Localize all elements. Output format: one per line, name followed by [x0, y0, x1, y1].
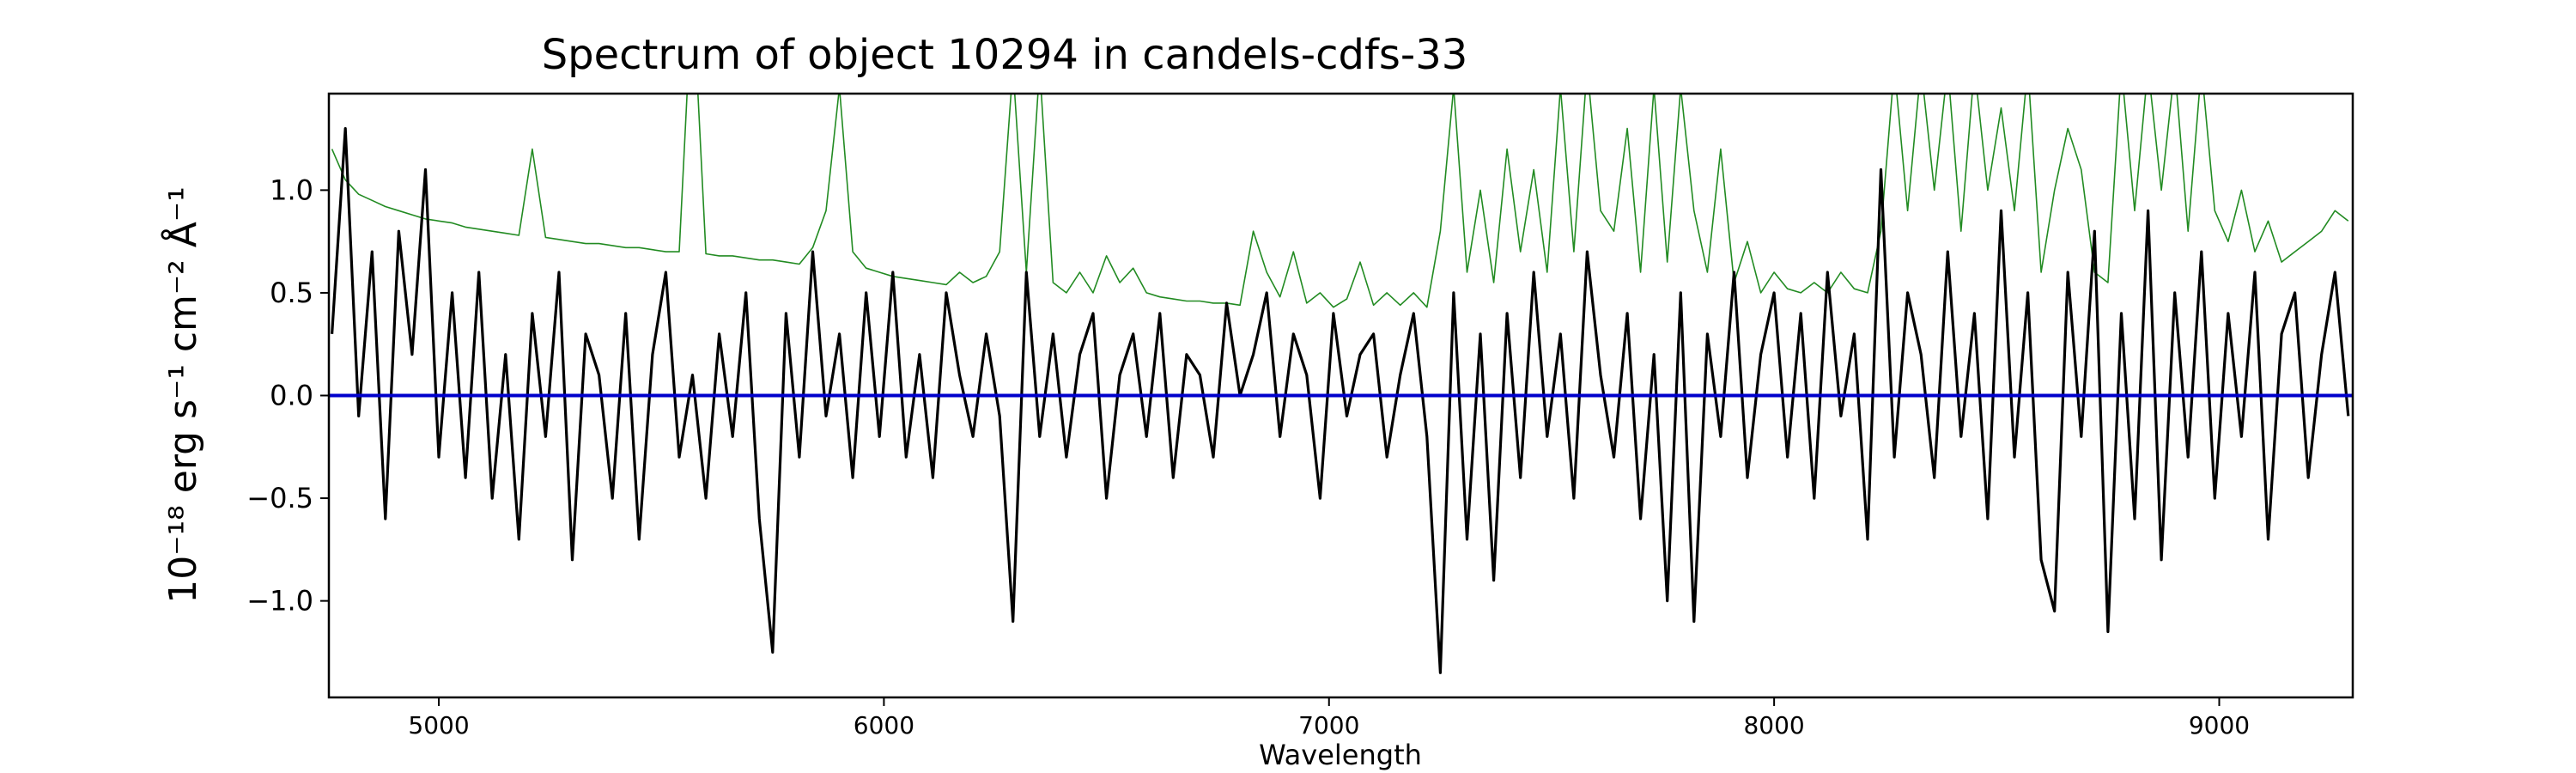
x-tick-label: 8000 [1743, 711, 1804, 740]
x-tick-label: 5000 [408, 711, 469, 740]
y-tick-label: −0.5 [246, 482, 313, 514]
y-tick-label: 1.0 [270, 173, 313, 206]
y-tick-label: 0.0 [270, 380, 313, 412]
spectrum-line [331, 127, 2350, 674]
x-tick-label: 6000 [854, 711, 914, 740]
y-tick-label: 0.5 [270, 277, 313, 309]
y-axis-label: 10⁻¹⁸ erg s⁻¹ cm⁻² Å⁻¹ [160, 186, 205, 603]
x-tick-label: 9000 [2189, 711, 2250, 740]
x-tick-label: 7000 [1298, 711, 1359, 740]
plot-area [329, 94, 2353, 674]
chart-title: Spectrum of object 10294 in candels-cdfs… [542, 31, 1468, 79]
x-axis-label: Wavelength [1259, 739, 1422, 771]
y-tick-label: −1.0 [246, 585, 313, 618]
spectrum-line [331, 94, 2349, 308]
